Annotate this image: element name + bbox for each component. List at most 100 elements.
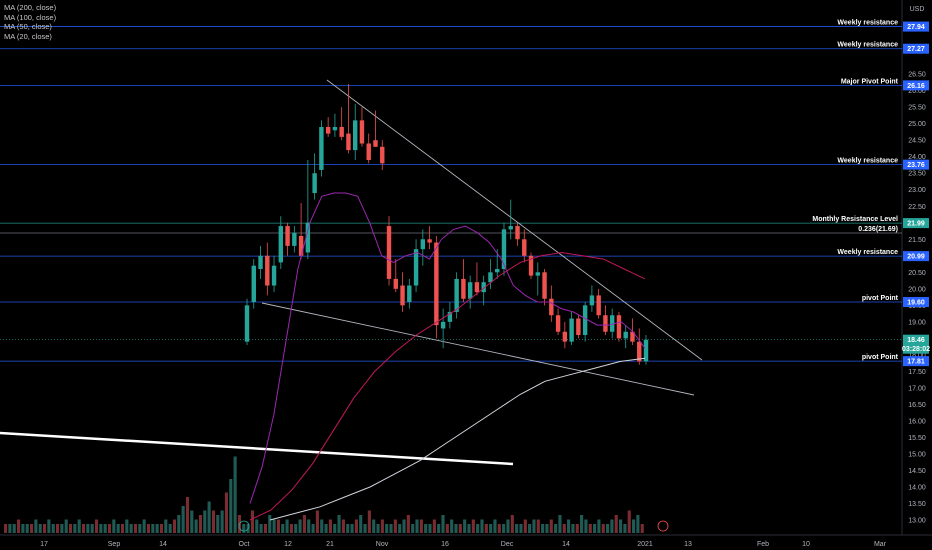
candle-body[interactable] bbox=[630, 331, 635, 342]
trendline-volume[interactable] bbox=[0, 431, 514, 466]
candle-body[interactable] bbox=[535, 272, 540, 276]
volume-bar bbox=[64, 519, 68, 533]
level-label: Weekly resistance bbox=[837, 42, 898, 49]
candle-body[interactable] bbox=[474, 282, 480, 293]
candle-body[interactable] bbox=[359, 120, 365, 144]
candle-body[interactable] bbox=[265, 255, 270, 286]
candle-body[interactable] bbox=[400, 285, 405, 306]
candle-body[interactable] bbox=[501, 229, 507, 269]
candle-body[interactable] bbox=[339, 126, 344, 137]
candle-body[interactable] bbox=[603, 315, 608, 332]
candle-body[interactable] bbox=[251, 265, 256, 303]
candle-body[interactable] bbox=[312, 173, 317, 194]
candle-body[interactable] bbox=[461, 278, 466, 299]
x-tick-label: Nov bbox=[376, 541, 389, 548]
volume-bar bbox=[458, 524, 462, 533]
candle-body[interactable] bbox=[292, 232, 297, 246]
volume-bar bbox=[363, 524, 367, 533]
ma-line[interactable] bbox=[249, 192, 646, 504]
volume-bar bbox=[406, 515, 410, 533]
candle-body[interactable] bbox=[413, 249, 419, 286]
volume-bar bbox=[502, 524, 506, 533]
candle-body[interactable] bbox=[325, 126, 331, 134]
volume-bar bbox=[272, 519, 276, 533]
candle-body[interactable] bbox=[522, 239, 527, 256]
candle-body[interactable] bbox=[488, 272, 493, 283]
volume-bar bbox=[233, 456, 237, 533]
level-label: pivot Point bbox=[862, 295, 899, 302]
candle-body[interactable] bbox=[562, 331, 568, 342]
candle-body[interactable] bbox=[542, 272, 547, 299]
candle-body[interactable] bbox=[481, 282, 486, 293]
candle-body[interactable] bbox=[427, 239, 432, 243]
legend-ma-20[interactable]: MA (20, close) bbox=[4, 31, 52, 41]
candle-body[interactable] bbox=[380, 146, 385, 164]
candle-body[interactable] bbox=[353, 120, 358, 151]
earnings-marker[interactable] bbox=[657, 520, 669, 532]
candle-body[interactable] bbox=[589, 295, 595, 306]
y-tick-label: 20.00 bbox=[908, 286, 926, 293]
volume-bar bbox=[415, 519, 419, 533]
candle-body[interactable] bbox=[569, 318, 574, 342]
candle-body[interactable] bbox=[515, 226, 520, 240]
candle-body[interactable] bbox=[244, 305, 250, 342]
volume-bar bbox=[94, 519, 99, 533]
candle-body[interactable] bbox=[440, 321, 446, 329]
candle-body[interactable] bbox=[576, 318, 581, 336]
earnings-marker[interactable] bbox=[238, 520, 250, 532]
volume-bar bbox=[55, 524, 60, 533]
trendline-lower[interactable] bbox=[261, 302, 695, 396]
trendline-upper[interactable] bbox=[326, 79, 703, 361]
candle-body[interactable] bbox=[258, 255, 263, 269]
candle-body[interactable] bbox=[508, 226, 513, 230]
volume-bar bbox=[562, 524, 566, 533]
candle-body[interactable] bbox=[434, 242, 439, 326]
candle-body[interactable] bbox=[467, 282, 473, 299]
candle-body[interactable] bbox=[366, 143, 371, 161]
volume-bar bbox=[133, 524, 138, 533]
price-tag-label: 21.99 bbox=[907, 221, 925, 228]
candle-body[interactable] bbox=[643, 339, 649, 362]
candle-body[interactable] bbox=[298, 235, 304, 256]
candle-body[interactable] bbox=[447, 311, 453, 322]
candle-body[interactable] bbox=[596, 295, 601, 316]
candle-body[interactable] bbox=[528, 255, 534, 276]
candle-body[interactable] bbox=[609, 315, 615, 332]
candle-body[interactable] bbox=[495, 269, 500, 273]
candle-body[interactable] bbox=[332, 126, 338, 131]
candle-body[interactable] bbox=[393, 278, 398, 289]
candle-body[interactable] bbox=[420, 239, 426, 250]
volume-bar bbox=[151, 524, 155, 533]
candle-body[interactable] bbox=[271, 265, 277, 286]
candle-body[interactable] bbox=[285, 226, 290, 246]
candle-body[interactable] bbox=[637, 341, 642, 362]
volume-bar bbox=[341, 519, 345, 533]
volume-bar bbox=[8, 524, 12, 533]
candle-body[interactable] bbox=[319, 126, 324, 170]
candle-body[interactable] bbox=[407, 285, 412, 303]
candle-body[interactable] bbox=[555, 315, 561, 332]
candle-body[interactable] bbox=[305, 222, 311, 253]
legend-ma-200[interactable]: MA (200, close) bbox=[4, 3, 57, 12]
ma-line[interactable] bbox=[249, 251, 646, 521]
candle-body[interactable] bbox=[278, 226, 284, 263]
candle-body[interactable] bbox=[454, 278, 459, 312]
y-tick-label: 15.00 bbox=[908, 451, 926, 458]
price-tag bbox=[903, 356, 929, 367]
candle-body[interactable] bbox=[616, 315, 622, 339]
candle-body[interactable] bbox=[373, 140, 378, 147]
candle-body[interactable] bbox=[582, 305, 588, 336]
countdown-label: 03:28:02 bbox=[902, 346, 930, 353]
candle-body[interactable] bbox=[346, 133, 351, 151]
volume-bar bbox=[73, 524, 77, 533]
volume-bar bbox=[116, 524, 120, 533]
candle-body[interactable] bbox=[623, 331, 628, 339]
ma-line[interactable] bbox=[269, 357, 646, 521]
volume-bar bbox=[34, 519, 38, 533]
candle-body[interactable] bbox=[386, 226, 392, 279]
x-tick-label: 17 bbox=[40, 541, 48, 548]
candle-body[interactable] bbox=[549, 298, 554, 316]
legend-ma-100[interactable]: MA (100, close) bbox=[4, 12, 57, 22]
legend-ma-50[interactable]: MA (50, close) bbox=[4, 22, 52, 31]
